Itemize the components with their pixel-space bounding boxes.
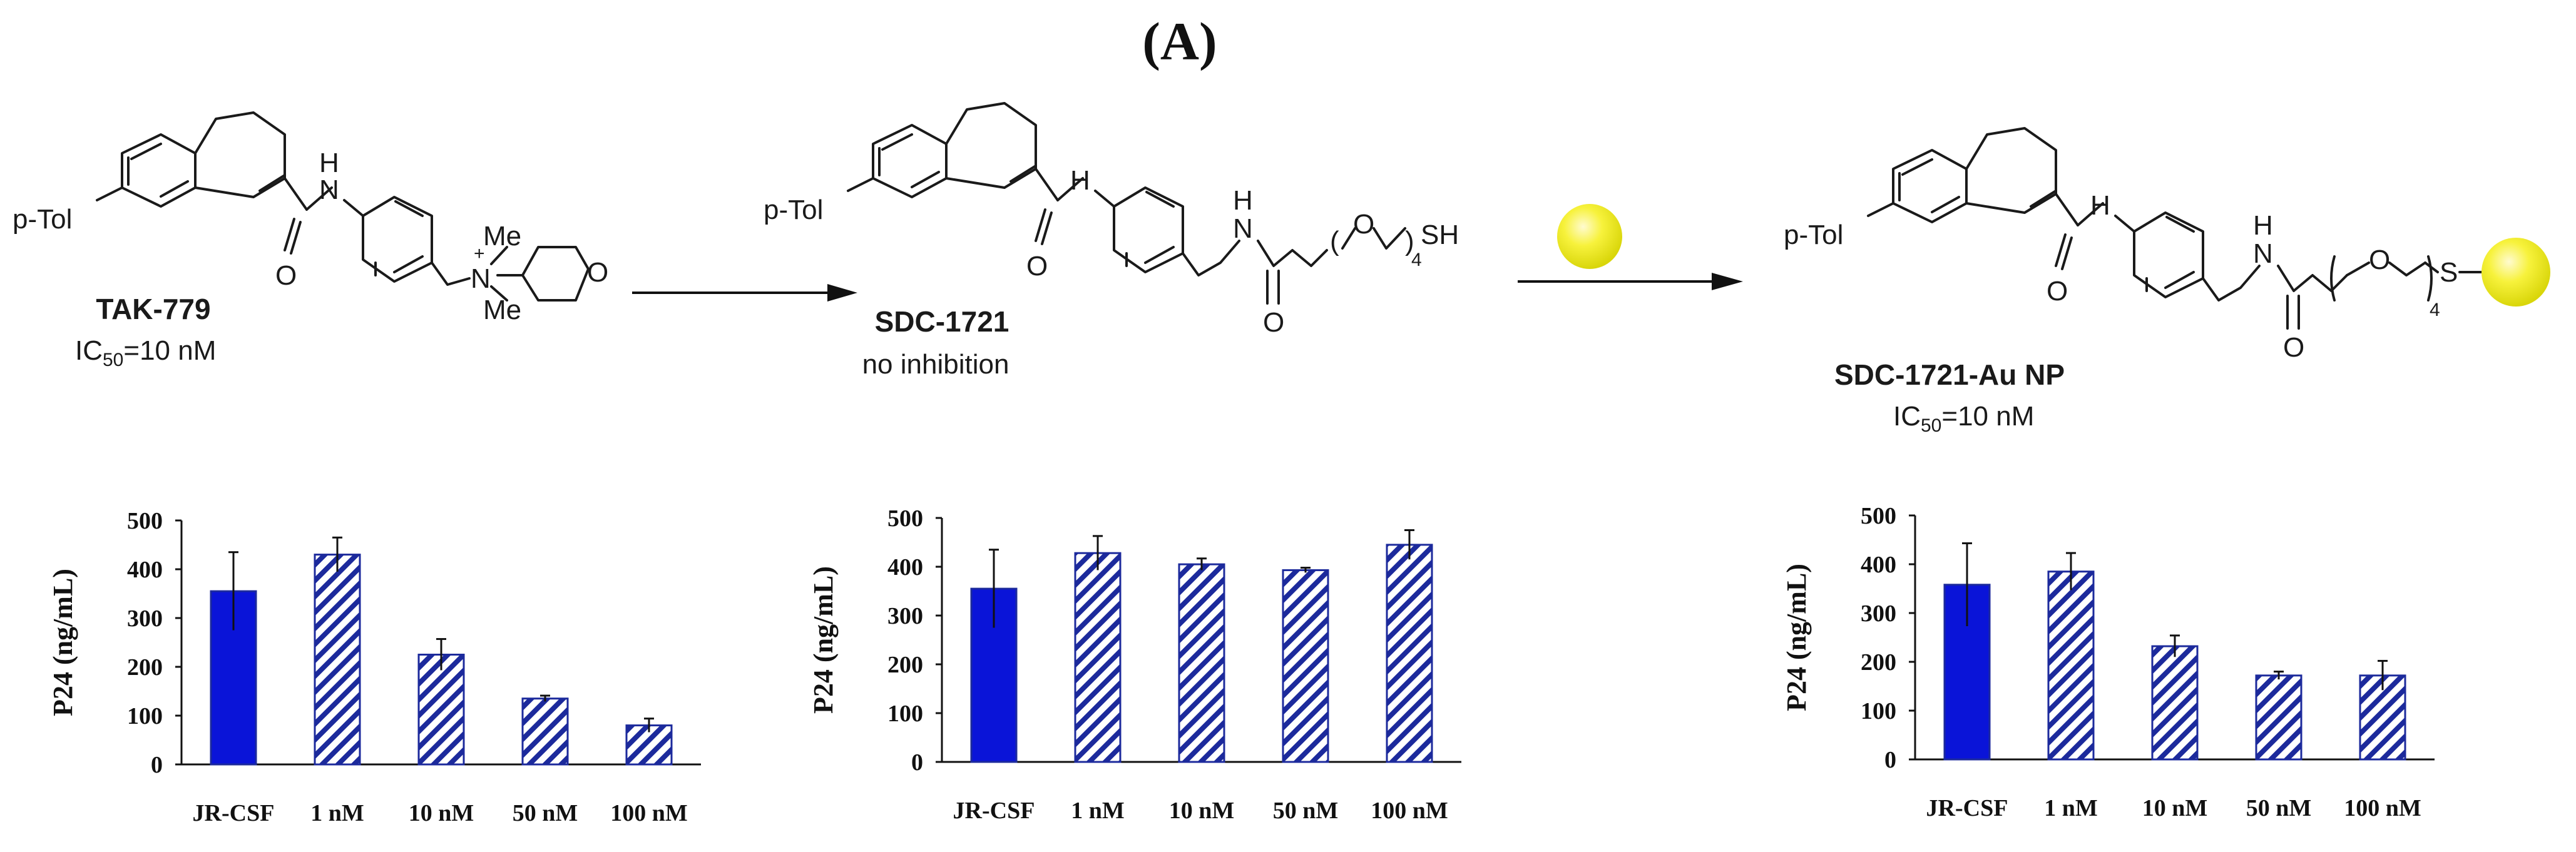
x-tick-label: JR-CSF [1926, 795, 2008, 821]
y-axis-title: P24 (ng/mL) [808, 566, 839, 714]
mol3-gold-nanoparticle [2481, 238, 2550, 307]
bar-chart-tak-779: 0 100 200 300 400 500 P24 (ng/mL) JR-CSF 1 nM 10 … [48, 508, 701, 826]
mol1-ic50: IC50=10 nM [75, 335, 216, 370]
y-tick-label: 400 [127, 557, 163, 583]
bar-1-nm [2047, 571, 2095, 761]
x-tick-label: JR-CSF [953, 798, 1035, 824]
mol1-Me1: Me [483, 221, 521, 251]
x-tick-label: 1 nM [1071, 798, 1125, 824]
mol3-O3: O [2283, 332, 2304, 363]
mol3-H: H [2090, 190, 2110, 221]
mol1-N: N [319, 175, 339, 205]
x-tick-label: 10 nM [2142, 795, 2208, 821]
x-tick-label: 50 nM [513, 800, 578, 826]
y-tick-label: 200 [127, 654, 163, 681]
reaction-arrow-1 [632, 284, 857, 302]
y-tick-label: 400 [887, 554, 923, 581]
y-tick-label: 100 [1861, 698, 1896, 724]
gold-nanoparticle-reagent [1557, 204, 1622, 269]
mol2-ptol: p-Tol [764, 195, 823, 225]
x-tick-label: 10 nM [1169, 798, 1235, 824]
y-axis-title: P24 (ng/mL) [48, 569, 78, 716]
molecule-sdc-1721-au-np: p-Tol O H H N O O 4 S SDC-1721-Au NP IC5… [1784, 127, 2550, 436]
bar-1-nm [1074, 552, 1122, 763]
mol2-activity: no inhibition [862, 349, 1009, 380]
mol2-sub4: 4 [1411, 250, 1422, 270]
molecule-tak-779: p-Tol O H N N + Me Me O TAK-779 IC50=10 … [13, 111, 608, 370]
y-tick-label: 300 [887, 603, 923, 629]
mol2-O: O [1026, 251, 1048, 281]
mol2-name: SDC-1721 [875, 305, 1009, 338]
mol3-ptol: p-Tol [1784, 220, 1843, 250]
y-tick-label: 100 [127, 703, 163, 729]
mol2-SH: SH [1421, 220, 1459, 250]
y-axis-title: P24 (ng/mL) [1781, 564, 1812, 711]
mol1-H: H [319, 148, 339, 178]
bar-50-nm [521, 697, 569, 766]
bar-50-nm [1282, 569, 1329, 763]
y-tick-label: 300 [127, 606, 163, 632]
y-tick-label: 0 [1884, 747, 1896, 773]
y-tick-label: 500 [1861, 503, 1896, 529]
y-tick-label: 400 [1861, 552, 1896, 578]
mol3-S: S [2440, 257, 2458, 288]
mol3-ic50: IC50=10 nM [1893, 401, 2034, 436]
mol1-plus: + [474, 243, 485, 264]
mol2-O4: O [1353, 209, 1374, 240]
mol2-paren-close: ) [1405, 226, 1414, 256]
bar-10-nm [2151, 645, 2199, 761]
y-tick-label: 200 [1861, 649, 1896, 676]
x-tick-label: 100 nM [610, 800, 688, 826]
x-tick-label: 100 nM [2344, 795, 2421, 821]
bar-50-nm [2255, 674, 2303, 761]
mol3-O: O [2047, 276, 2068, 307]
bar-chart-sdc-1721: 0 100 200 300 400 500 P24 (ng/mL) JR-CSF 1 nM 10 … [808, 505, 1461, 824]
x-tick-label: JR-CSF [193, 800, 275, 826]
x-tick-label: 10 nM [409, 800, 474, 826]
x-tick-label: 50 nM [1273, 798, 1339, 824]
bar-10-nm [1178, 563, 1225, 763]
mol1-N-plus-atom: N [471, 263, 491, 294]
bar-100-nm [2359, 674, 2406, 761]
y-tick-label: 0 [151, 752, 163, 778]
mol1-O-ring: O [587, 257, 608, 288]
mol3-H2: H [2253, 210, 2273, 241]
y-tick-label: 500 [887, 505, 923, 532]
mol1-O: O [275, 260, 297, 291]
y-tick-label: 0 [911, 749, 923, 776]
mol3-O4: O [2369, 245, 2390, 275]
x-tick-label: 1 nM [2044, 795, 2098, 821]
y-tick-label: 100 [887, 701, 923, 727]
mol2-N2: N [1233, 213, 1253, 244]
mol1-ptol: p-Tol [13, 204, 72, 235]
panel-label: (A) [1142, 11, 1217, 71]
mol3-sub4: 4 [2430, 300, 2440, 320]
mol1-name: TAK-779 [96, 293, 210, 325]
mol3-name: SDC-1721-Au NP [1834, 358, 2065, 391]
bar-100-nm [1386, 544, 1433, 763]
y-tick-label: 200 [887, 652, 923, 678]
molecule-sdc-1721: p-Tol O H H N O ( O ) 4 SH SDC-1721 no i… [764, 102, 1459, 380]
x-tick-label: 1 nM [310, 800, 364, 826]
reaction-arrow-2 [1518, 273, 1743, 290]
x-tick-label: 50 nM [2246, 795, 2312, 821]
y-tick-label: 500 [127, 508, 163, 534]
y-tick-label: 300 [1861, 601, 1896, 627]
mol2-paren-open: ( [1330, 226, 1339, 256]
mol1-Me2: Me [483, 295, 521, 325]
mol3-N2: N [2253, 238, 2273, 269]
mol2-H2: H [1233, 185, 1253, 216]
bar-1-nm [314, 554, 361, 766]
bar-10-nm [417, 654, 465, 766]
x-tick-label: 100 nM [1371, 798, 1448, 824]
mol2-O3: O [1263, 307, 1284, 338]
bar-chart-sdc-1721-au-np: 0 100 200 300 400 500 P24 (ng/mL) JR-CSF 1 nM 10 … [1781, 503, 2435, 821]
mol2-H: H [1070, 165, 1090, 196]
